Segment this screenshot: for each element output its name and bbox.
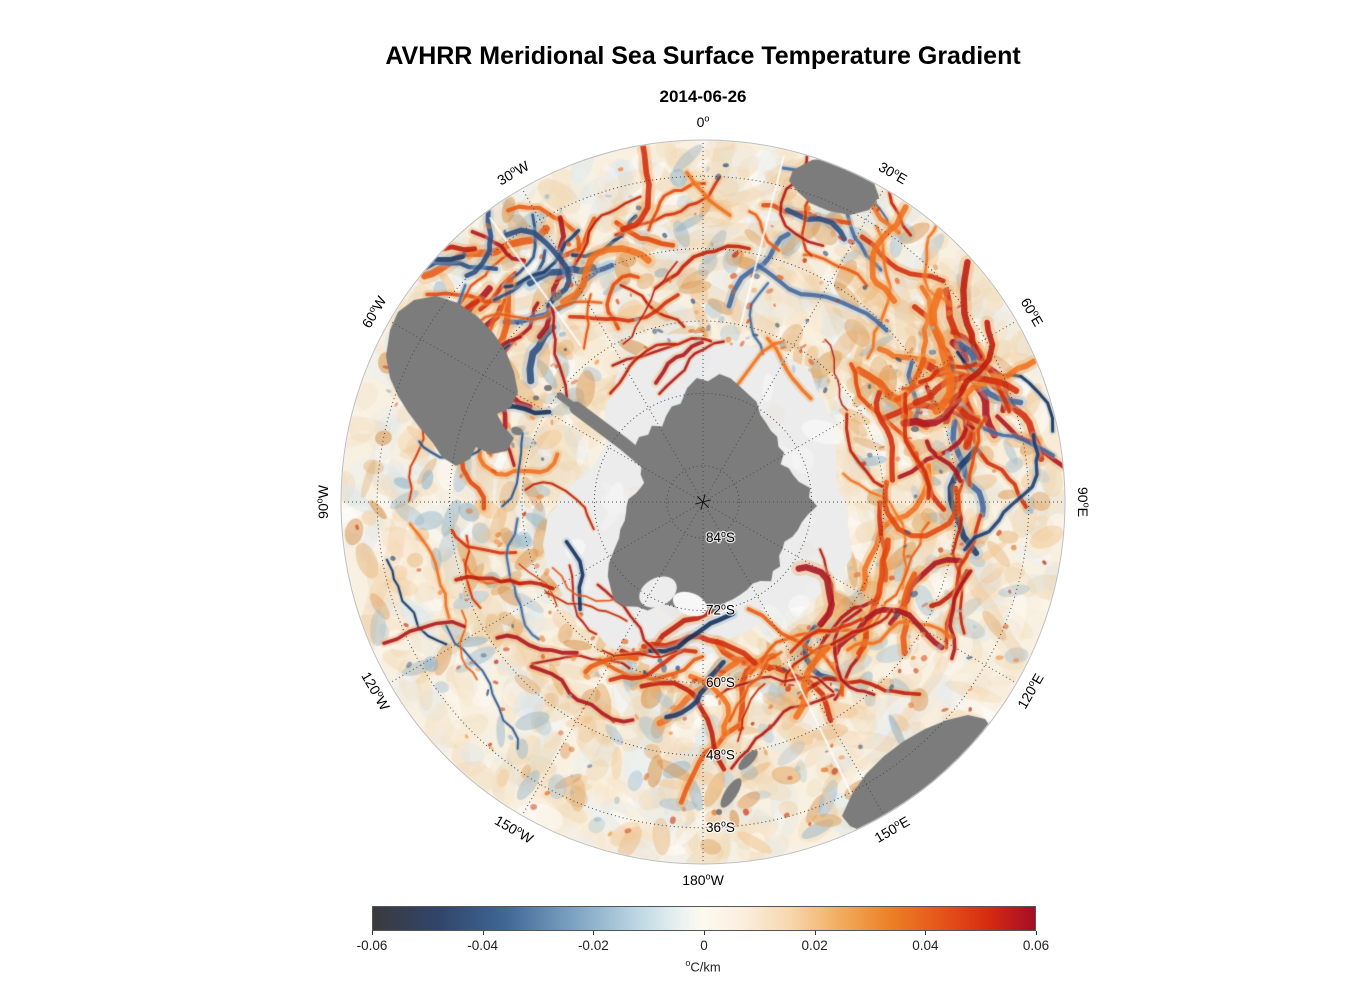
meridian-label-150w: 150oW	[492, 812, 537, 847]
parallel-circle-72s	[593, 392, 813, 612]
colorbar-tick-label: -0.04	[467, 938, 499, 953]
parallel-circle-84s	[666, 465, 740, 539]
colorbar-tick	[372, 931, 373, 935]
meridian-line-60	[707, 320, 1017, 500]
colorbar-tick	[482, 931, 484, 935]
pole-marker	[696, 495, 710, 509]
meridian-line-210	[521, 506, 701, 816]
parallel-circle-60s	[521, 320, 885, 684]
colorbar-tick-label: 0	[700, 938, 708, 953]
meridian-label-60w: 60oW	[358, 293, 389, 331]
colorbar-tick	[814, 931, 816, 935]
meridian-label-120e: 120oE	[1014, 670, 1047, 711]
meridian-label-0: 0o	[697, 114, 710, 130]
meridian-line-240	[389, 504, 699, 684]
meridian-label-120w: 120oW	[358, 669, 393, 714]
colorbar-tick-label: 0.06	[1022, 938, 1050, 953]
meridian-label-60e: 60oE	[1018, 295, 1047, 329]
colorbar-tick-label: 0.04	[912, 938, 939, 953]
map-rim	[340, 139, 1066, 865]
parallel-label-72s: 72oS	[706, 601, 735, 617]
parallel-label-48s: 48oS	[706, 746, 735, 762]
meridian-label-30w: 30oW	[494, 157, 532, 188]
colorbar-unit-text: C/km	[690, 959, 721, 975]
meridian-line-30	[705, 188, 885, 498]
colorbar-unit-sup: o	[685, 958, 691, 968]
meridian-line-150	[705, 506, 885, 816]
colorbar-gradient	[372, 906, 1036, 931]
meridian-label-30e: 30oE	[876, 158, 910, 187]
colorbar-tick	[593, 931, 595, 935]
meridian-line-330	[521, 188, 701, 498]
colorbar-tick-label: -0.02	[577, 938, 609, 953]
colorbar-tick-label: -0.06	[356, 938, 388, 953]
meridian-label-90e: 90oE	[1075, 487, 1091, 517]
colorbar-tick-label: 0.02	[801, 938, 828, 953]
meridian-line-120	[707, 504, 1017, 684]
parallel-circle-36s	[376, 175, 1030, 829]
colorbar-tick	[704, 931, 705, 935]
colorbar-unit-label: oC/km	[685, 958, 720, 974]
colorbar-tick	[925, 931, 927, 935]
meridian-label-90w: 90oW	[315, 484, 331, 519]
parallel-label-36s: 36oS	[706, 819, 735, 835]
parallel-label-60s: 60oS	[706, 674, 735, 690]
meridian-line-300	[389, 320, 699, 500]
colorbar-tick	[1036, 931, 1037, 935]
meridian-label-150e: 150oE	[871, 813, 912, 846]
parallel-label-84s: 84oS	[706, 529, 735, 545]
parallel-circle-48s	[449, 248, 957, 756]
meridian-label-180w: 180oW	[682, 872, 724, 888]
